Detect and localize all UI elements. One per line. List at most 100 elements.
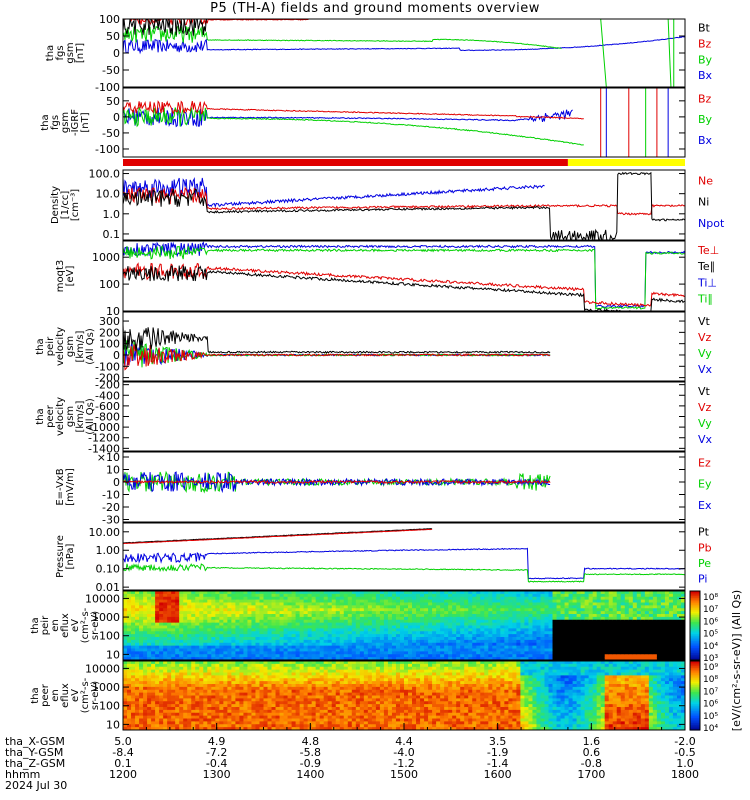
spec-cell xyxy=(548,608,554,612)
spec-cell xyxy=(404,628,409,632)
spec-cell xyxy=(351,704,357,708)
spec-cell xyxy=(560,625,566,629)
spec-cell xyxy=(524,593,530,598)
spec-cell xyxy=(195,692,200,697)
spec-cell xyxy=(131,681,136,685)
spec-cell xyxy=(167,591,172,595)
spec-cell xyxy=(664,614,670,618)
spec-cell xyxy=(327,634,333,638)
spec-cell xyxy=(295,684,301,688)
spec-cell xyxy=(484,651,489,655)
spec-cell xyxy=(203,616,208,621)
spec-cell xyxy=(271,605,277,609)
spec-cell xyxy=(552,639,558,644)
spec-cell xyxy=(147,663,152,668)
spec-cell xyxy=(139,602,144,606)
spec-cell xyxy=(536,591,542,595)
spec-cell xyxy=(163,616,168,621)
spec-cell xyxy=(315,707,321,711)
spec-cell xyxy=(127,709,132,714)
spec-cell xyxy=(347,675,353,679)
spec-cell xyxy=(183,715,188,720)
spec-cell xyxy=(620,596,626,601)
series-Bx xyxy=(123,105,573,128)
spec-cell xyxy=(560,654,566,658)
spec-cell xyxy=(572,642,578,647)
spec-cell xyxy=(327,642,333,647)
spec-cell xyxy=(303,634,309,638)
spec-cell xyxy=(255,701,261,705)
spec-cell xyxy=(408,596,413,601)
spec-cell xyxy=(167,611,172,615)
spec-cell xyxy=(151,661,156,665)
spec-cell xyxy=(127,721,132,725)
y-axis-label: sr-eV) xyxy=(90,611,101,640)
spec-cell xyxy=(327,709,333,714)
spec-cell xyxy=(608,639,614,644)
spec-cell xyxy=(488,616,493,621)
spec-cell xyxy=(347,616,353,621)
spec-cell xyxy=(532,637,538,641)
y-tick-label: 0.1 xyxy=(103,228,121,241)
spec-cell xyxy=(311,654,317,658)
spec-cell xyxy=(556,622,562,627)
spec-cell xyxy=(175,637,180,641)
spec-cell xyxy=(516,599,522,604)
spec-cell xyxy=(428,645,433,650)
spec-cell xyxy=(616,654,622,658)
spec-cell xyxy=(456,642,461,647)
spec-cell xyxy=(123,591,128,595)
spec-cell xyxy=(660,631,666,635)
spec-cell xyxy=(287,727,293,730)
spec-cell xyxy=(283,657,289,660)
spec-cell xyxy=(155,672,160,676)
spec-cell xyxy=(179,637,184,641)
spec-cell xyxy=(215,704,220,708)
spec-cell xyxy=(323,715,329,720)
spec-cell xyxy=(307,661,313,665)
spec-cell xyxy=(267,701,273,705)
spec-cell xyxy=(299,608,305,612)
y-tick-label: 1.00 xyxy=(96,544,121,557)
spec-cell xyxy=(648,611,654,615)
spec-cell xyxy=(351,599,357,604)
spec-cell xyxy=(151,669,156,674)
spec-cell xyxy=(628,622,634,627)
spec-cell xyxy=(151,695,156,699)
spec-cell xyxy=(295,628,301,632)
spec-cell xyxy=(279,692,285,697)
spec-cell xyxy=(175,596,180,601)
spec-cell xyxy=(235,721,241,725)
spec-cell xyxy=(187,686,192,691)
spec-cell xyxy=(127,663,132,668)
spec-cell xyxy=(315,614,321,618)
spec-cell xyxy=(239,684,245,688)
spec-cell xyxy=(123,625,128,629)
spec-cell xyxy=(195,721,200,725)
y-axis-label: [eV] xyxy=(65,266,76,287)
spec-cell xyxy=(135,611,140,615)
spec-cell xyxy=(520,657,526,660)
spec-cell xyxy=(191,637,196,641)
spec-cell xyxy=(355,628,361,632)
spec-cell xyxy=(335,616,341,621)
spec-cell xyxy=(255,611,261,615)
spec-cell xyxy=(215,614,220,618)
spec-cell xyxy=(640,614,646,618)
spec-cell xyxy=(448,628,453,632)
spec-cell xyxy=(163,712,168,717)
spec-cell xyxy=(420,596,425,601)
spec-cell xyxy=(223,709,228,714)
y-tick-label: -100 xyxy=(95,81,120,94)
spec-cell xyxy=(131,666,136,671)
legend-Vy: Vy xyxy=(698,347,712,360)
spec-cell xyxy=(251,642,257,647)
spec-cell xyxy=(259,591,265,595)
spec-cell xyxy=(311,611,317,615)
spec-cell xyxy=(676,616,682,621)
spec-cell xyxy=(211,591,216,595)
spec-cell xyxy=(299,654,305,658)
spec-cell xyxy=(151,715,156,720)
spec-cell xyxy=(432,593,437,598)
